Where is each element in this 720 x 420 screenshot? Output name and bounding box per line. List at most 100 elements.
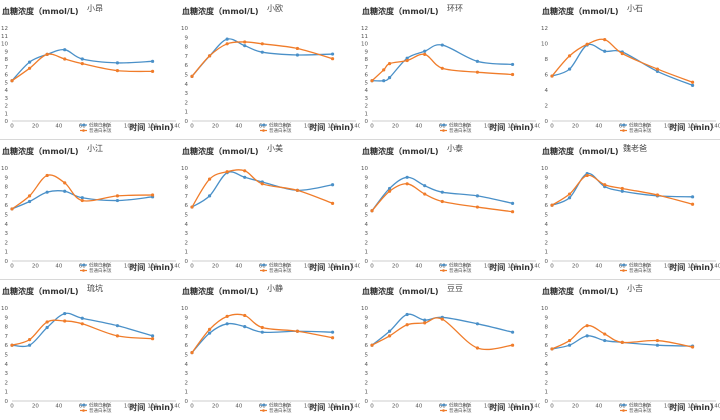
y-tick-label: 4 xyxy=(185,222,189,228)
legend-label: 普通白米饭 xyxy=(629,127,652,134)
x-tick-label: 40 xyxy=(235,404,242,410)
data-point xyxy=(45,52,49,56)
legend-label: 低糖白米饭 xyxy=(629,262,652,269)
y-tick-label: 2 xyxy=(185,240,189,246)
data-point xyxy=(260,50,264,54)
data-point xyxy=(115,334,120,338)
legend-label: 低糖白米饭 xyxy=(89,262,112,269)
legend-label: 普通白米饭 xyxy=(269,127,292,134)
x-tick-label: 40 xyxy=(55,124,62,130)
legend-label: 低糖白米饭 xyxy=(269,402,292,409)
y-tick-label: 7 xyxy=(5,194,9,200)
x-tick-label: 20 xyxy=(212,124,219,130)
chart-title: 小美 xyxy=(267,143,283,153)
row-divider xyxy=(0,279,720,280)
y-tick-label: 0 xyxy=(185,399,189,405)
x-tick-label: 0 xyxy=(190,404,194,410)
chart-panel: 血糖浓度（mmol/L) 琉坑 0 1 2 3 4 5 6 7 8 9 10 0 20 40 60 80 100 12… xyxy=(0,280,180,420)
y-tick-label: 10 xyxy=(1,42,8,48)
y-tick-label: 0 xyxy=(185,119,189,125)
legend-label: 低糖白米饭 xyxy=(449,402,472,409)
x-axis-label: 时间（min） xyxy=(669,122,718,132)
data-point xyxy=(620,186,624,191)
legend-label: 普通白米饭 xyxy=(629,407,652,414)
data-point xyxy=(27,199,32,204)
data-point xyxy=(207,327,212,331)
data-point xyxy=(80,316,84,320)
x-tick-label: 60 xyxy=(79,404,86,410)
data-point xyxy=(63,181,67,185)
data-point xyxy=(567,343,572,347)
chart-panel: 血糖浓度（mmol/L) 环环 0 1 2 3 4 5 6 7 8 9 10 11 12 0 20 40 60 80 1… xyxy=(360,0,540,140)
y-tick-label: 2 xyxy=(545,380,549,386)
x-tick-label: 120 xyxy=(507,124,518,130)
data-point xyxy=(405,56,409,60)
data-point xyxy=(405,58,409,63)
y-tick-label: 2 xyxy=(5,380,9,386)
y-tick-label: 8 xyxy=(5,325,9,331)
y-tick-label: 1 xyxy=(5,250,9,256)
x-tick-label: 140 xyxy=(531,264,540,270)
chart-panel: 血糖浓度（mmol/L) 小江 0 1 2 3 4 5 6 7 8 9 10 0 20 40 60 80 100 12… xyxy=(0,140,180,280)
data-point xyxy=(27,194,32,198)
y-tick-label: 0 xyxy=(365,259,369,265)
legend-marker xyxy=(442,123,445,127)
legend-marker xyxy=(442,129,445,132)
y-axis-label: 血糖浓度（mmol/L) xyxy=(2,146,79,156)
x-tick-label: 100 xyxy=(124,404,135,410)
data-point xyxy=(603,49,607,53)
x-tick-label: 40 xyxy=(415,404,422,410)
y-tick-label: 0 xyxy=(545,259,549,265)
y-tick-label: 10 xyxy=(361,306,368,312)
x-tick-label: 100 xyxy=(484,124,495,130)
x-tick-label: 100 xyxy=(124,124,135,130)
x-tick-label: 100 xyxy=(124,264,135,270)
y-tick-label: 7 xyxy=(545,334,549,340)
x-axis-label: 时间（min） xyxy=(309,122,358,132)
y-tick-label: 3 xyxy=(185,231,189,237)
data-point xyxy=(115,198,120,203)
y-axis-label: 血糖浓度（mmol/L) xyxy=(2,286,79,296)
y-tick-label: 6 xyxy=(5,343,9,349)
x-axis-label: 时间（min） xyxy=(129,262,178,272)
series-line xyxy=(11,174,153,210)
x-tick-label: 0 xyxy=(370,124,374,130)
y-tick-label: 6 xyxy=(365,73,369,79)
legend-marker xyxy=(82,129,85,132)
data-point xyxy=(510,62,515,67)
data-point xyxy=(585,324,589,328)
x-tick-label: 140 xyxy=(351,124,360,130)
y-tick-label: 9 xyxy=(5,175,9,181)
x-tick-label: 20 xyxy=(212,404,219,410)
y-tick-label: 8 xyxy=(185,185,189,191)
y-axis-label: 血糖浓度（mmol/L) xyxy=(2,6,79,16)
chart-panel: 血糖浓度（mmol/L) 魏老爸 0 1 2 3 4 5 6 7 8 9 10 0 20 40 60 80 100 1… xyxy=(540,140,720,280)
data-point xyxy=(27,343,32,347)
x-tick-label: 120 xyxy=(507,264,518,270)
y-tick-label: 9 xyxy=(365,315,369,321)
chart-panel: 血糖浓度（mmol/L) 小欧 0 1 2 3 4 5 6 7 8 9 10 0 20 40 60 80 100 12… xyxy=(180,0,360,140)
y-tick-label: 10 xyxy=(181,306,188,312)
data-point xyxy=(550,203,554,207)
y-tick-label: 9 xyxy=(365,49,369,55)
y-tick-label: 8 xyxy=(365,185,369,191)
y-tick-label: 6 xyxy=(545,73,549,79)
legend-label: 普通白米饭 xyxy=(89,407,112,414)
y-tick-label: 10 xyxy=(541,166,548,172)
x-axis-label: 时间（min） xyxy=(669,402,718,412)
chart-title: 小江 xyxy=(87,144,103,153)
y-tick-label: 4 xyxy=(365,222,369,228)
y-tick-label: 1 xyxy=(5,111,9,117)
data-point xyxy=(475,322,480,326)
y-tick-label: 1 xyxy=(545,390,549,396)
chart-panel: 血糖浓度（mmol/L) 小静 0 1 2 3 4 5 6 7 8 9 10 0 20 40 60 80 100 12… xyxy=(180,280,360,420)
data-point xyxy=(655,69,660,73)
y-tick-label: 8 xyxy=(185,325,189,331)
x-tick-label: 0 xyxy=(10,404,14,410)
x-tick-label: 80 xyxy=(642,124,649,130)
legend-marker xyxy=(442,403,445,407)
data-point xyxy=(207,331,212,335)
